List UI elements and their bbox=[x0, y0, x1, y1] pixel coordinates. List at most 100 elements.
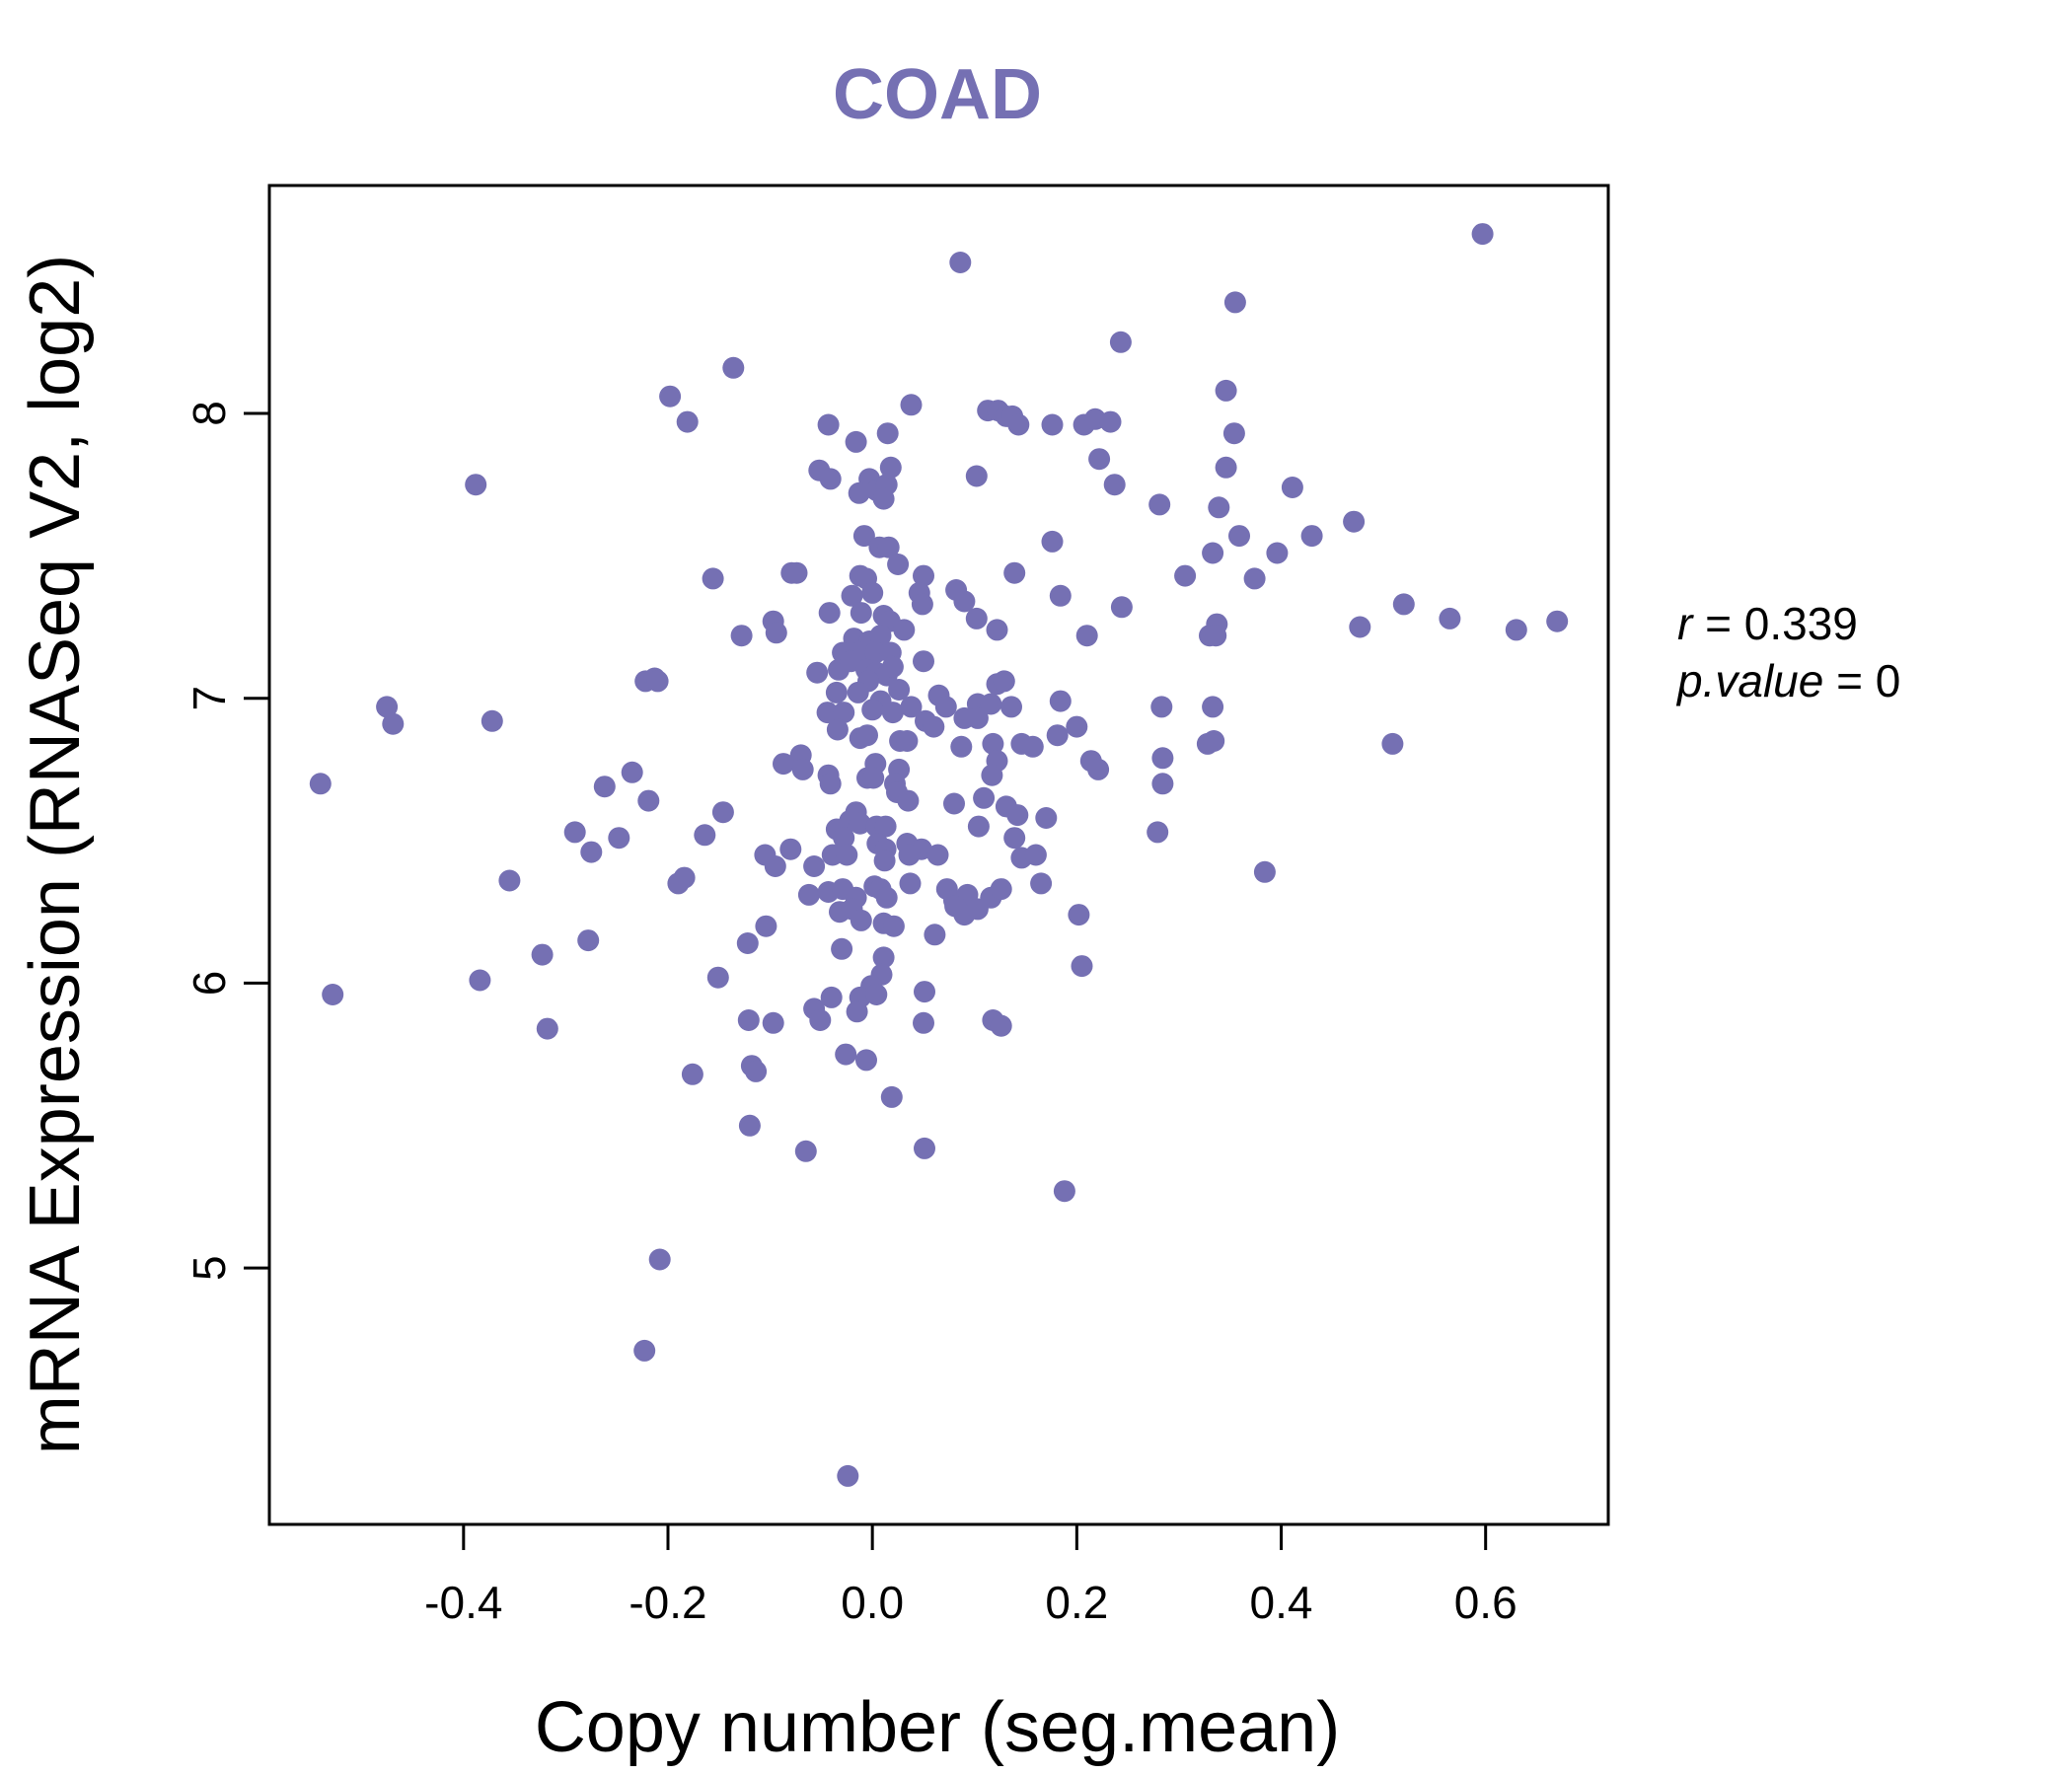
x-tick-label: 0.6 bbox=[1454, 1577, 1517, 1628]
x-tick-label: 0.0 bbox=[841, 1577, 904, 1628]
data-point bbox=[1300, 525, 1323, 548]
data-point bbox=[864, 641, 887, 664]
data-point bbox=[1088, 448, 1111, 471]
data-point bbox=[1021, 735, 1044, 758]
data-point bbox=[498, 869, 521, 892]
data-point bbox=[382, 712, 405, 735]
data-point bbox=[847, 681, 869, 703]
data-point bbox=[1203, 730, 1225, 752]
data-point bbox=[1222, 422, 1245, 445]
data-point bbox=[899, 872, 922, 895]
x-tick-label: -0.4 bbox=[424, 1577, 502, 1628]
data-point bbox=[862, 767, 885, 789]
data-point bbox=[736, 932, 759, 954]
data-point bbox=[833, 702, 855, 724]
data-point bbox=[826, 718, 849, 741]
data-point bbox=[1035, 807, 1058, 829]
data-point bbox=[1439, 607, 1461, 629]
data-point bbox=[481, 709, 503, 732]
data-point bbox=[1041, 413, 1064, 436]
data-points bbox=[309, 223, 1569, 1487]
y-tick-label: 8 bbox=[184, 401, 235, 426]
data-point bbox=[738, 1114, 761, 1137]
data-point bbox=[825, 681, 848, 703]
data-point bbox=[1228, 525, 1250, 548]
data-point bbox=[711, 801, 734, 824]
data-point bbox=[322, 984, 344, 1005]
data-point bbox=[676, 410, 699, 433]
data-point bbox=[950, 735, 973, 758]
data-point bbox=[1505, 619, 1527, 641]
data-point bbox=[469, 969, 491, 992]
data-point bbox=[888, 679, 911, 701]
data-point bbox=[580, 841, 603, 863]
data-point bbox=[1148, 493, 1171, 516]
data-point bbox=[1281, 477, 1303, 498]
data-point bbox=[681, 1063, 703, 1085]
data-point bbox=[850, 602, 872, 625]
data-point bbox=[376, 696, 399, 718]
data-point bbox=[913, 564, 934, 587]
data-point bbox=[881, 702, 904, 724]
data-point bbox=[1003, 561, 1026, 584]
data-point bbox=[848, 481, 870, 504]
data-point bbox=[965, 607, 988, 629]
x-tick-label: 0.2 bbox=[1045, 1577, 1108, 1628]
data-point bbox=[914, 981, 935, 1003]
data-point bbox=[849, 812, 871, 835]
data-point bbox=[852, 525, 875, 548]
data-point bbox=[1103, 474, 1126, 496]
x-tick-label: 0.4 bbox=[1250, 1577, 1313, 1628]
p-value-number: 0 bbox=[1876, 655, 1901, 706]
data-point bbox=[893, 619, 916, 641]
data-point bbox=[879, 456, 902, 479]
data-point bbox=[1068, 904, 1090, 926]
data-point bbox=[1049, 584, 1072, 607]
data-point bbox=[1046, 724, 1069, 747]
data-point bbox=[966, 898, 989, 921]
data-point bbox=[791, 758, 814, 780]
data-point bbox=[1003, 827, 1026, 850]
data-point bbox=[1087, 758, 1110, 780]
data-point bbox=[309, 773, 332, 795]
data-point bbox=[926, 844, 949, 866]
data-point bbox=[794, 1140, 817, 1162]
data-point bbox=[803, 855, 826, 877]
data-point bbox=[531, 943, 554, 966]
data-point bbox=[637, 789, 660, 812]
data-point bbox=[872, 946, 895, 969]
data-point bbox=[965, 465, 988, 487]
data-point bbox=[855, 1049, 877, 1072]
data-point bbox=[563, 821, 586, 844]
y-axis: 5 6 7 8 bbox=[184, 401, 269, 1281]
data-point bbox=[856, 724, 878, 747]
data-point bbox=[1205, 625, 1227, 647]
data-point bbox=[1215, 456, 1237, 479]
data-point bbox=[706, 966, 729, 989]
data-point bbox=[1208, 496, 1230, 519]
data-point bbox=[1243, 567, 1266, 590]
data-point bbox=[1110, 596, 1133, 619]
data-point bbox=[953, 590, 976, 613]
data-point bbox=[1266, 542, 1289, 564]
data-point bbox=[722, 356, 745, 379]
y-tick-label: 7 bbox=[184, 686, 235, 711]
data-point bbox=[764, 855, 786, 877]
data-point bbox=[762, 1011, 784, 1034]
data-point bbox=[973, 786, 996, 809]
data-point bbox=[874, 815, 897, 838]
data-point bbox=[806, 661, 829, 684]
data-point bbox=[1392, 593, 1415, 616]
data-point bbox=[943, 792, 965, 815]
r-equals: = bbox=[1692, 598, 1743, 649]
data-point bbox=[990, 878, 1012, 901]
data-point bbox=[1253, 860, 1276, 883]
data-point bbox=[809, 1009, 832, 1031]
data-point bbox=[646, 670, 669, 693]
data-point bbox=[1024, 844, 1047, 866]
data-point bbox=[980, 693, 1002, 715]
data-point bbox=[846, 1000, 868, 1023]
data-point bbox=[818, 602, 841, 625]
data-point bbox=[765, 622, 787, 644]
data-point bbox=[835, 1043, 857, 1066]
